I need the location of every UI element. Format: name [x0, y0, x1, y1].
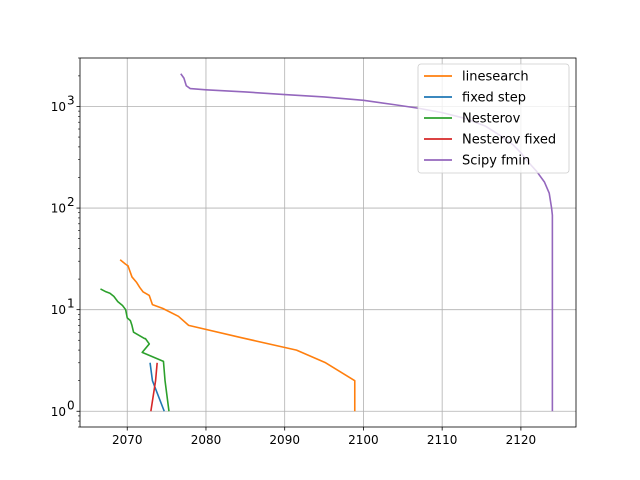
x-tick-label: 2120	[506, 433, 537, 447]
legend-label: Nesterov fixed	[462, 133, 556, 148]
y-tick-label: 10	[51, 202, 66, 216]
legend-box	[417, 63, 570, 174]
y-tick-label-exponent: 0	[67, 398, 75, 412]
y-tick-label-exponent: 3	[67, 93, 75, 107]
y-tick-label: 10	[51, 405, 66, 419]
series-line-nesterov-fixed	[150, 362, 158, 412]
y-tick-label: 10	[51, 100, 66, 114]
y-tick-label: 10	[51, 303, 66, 317]
y-tick-label-exponent: 2	[67, 195, 75, 209]
series-line-fixed-step	[149, 362, 165, 412]
series-line-linesearch	[119, 259, 356, 412]
legend: linesearch fixed step Nesterov Nesterov fix…	[417, 63, 570, 174]
plot-frame	[79, 57, 577, 428]
x-tick-label: 2090	[269, 433, 300, 447]
x-tick-label: 2110	[427, 433, 458, 447]
x-tick-label: 2070	[112, 433, 143, 447]
y-tick-label-exponent: 1	[67, 297, 75, 311]
legend-label: fixed step	[462, 91, 526, 106]
legend-label: Scipy fmin	[462, 154, 530, 169]
legend-label: linesearch	[462, 70, 529, 85]
x-tick-label: 2100	[348, 433, 379, 447]
series-line-nesterov	[100, 288, 170, 412]
x-tick-label: 2080	[191, 433, 222, 447]
legend-label: Nesterov	[462, 112, 521, 127]
